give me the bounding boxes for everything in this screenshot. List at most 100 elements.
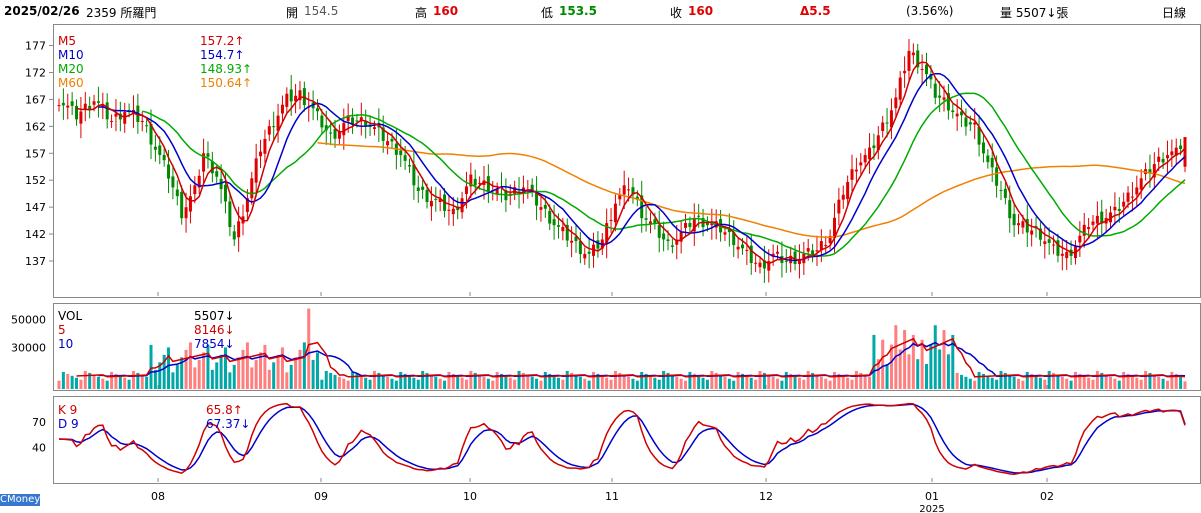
price-tick-label: 177 [25,40,46,53]
candle-body [1003,188,1007,198]
volume-bar [263,344,267,389]
candle-body [280,104,284,114]
volume-bar [1130,375,1134,389]
volume-bar [960,374,964,389]
volume-bar [285,372,289,389]
open-label: 開 [286,6,299,20]
volume-bar [600,375,604,389]
volume-bar [548,373,552,389]
price-tick-label: 137 [25,255,46,268]
volume-bar [824,378,828,389]
volume-bar [329,372,333,389]
volume-bar [175,364,179,389]
volume-bar [719,374,723,389]
candle-body [850,169,854,180]
candle-body [964,117,968,127]
volume-bar [929,344,933,389]
volume-bar [364,377,368,389]
candle-body [898,77,902,100]
candle-body [1012,213,1016,226]
volume-bar [885,364,889,389]
volume-bar [110,371,114,389]
high-value: 160 [433,4,459,18]
volume-bar [561,379,565,389]
volume-bar [416,379,420,389]
candle-body [272,126,276,128]
volume-bar [280,347,284,389]
volume-bar [1087,377,1091,389]
candle-body [390,138,394,142]
candle-body [653,219,657,224]
candle-body [1095,215,1099,224]
volume-bar [447,371,451,389]
volume-bar [868,376,872,389]
volume-bar [438,378,442,389]
candle-body [315,108,319,112]
candle-body [1025,219,1029,233]
volume-bar [443,380,447,389]
volume-bar [859,372,863,389]
candle-body [986,155,990,163]
volume-bar [394,380,398,389]
candle-body [815,250,819,252]
volume-bar [583,378,587,389]
candle-body [96,101,100,103]
volume-bar [802,379,806,389]
candle-body [1139,178,1143,190]
volume-bar [140,374,144,389]
volume-bar [355,373,359,389]
volume-bar [631,378,635,389]
volume-bar [1174,373,1178,389]
candle-body [333,129,337,139]
volume-bar [675,376,679,389]
volume-bar [727,378,731,389]
brand-logo: CMoney [0,494,41,506]
period-label[interactable]: 日線 [1162,6,1187,20]
volume-bar [1109,376,1113,389]
candle-body [570,240,574,243]
volume-bar [697,375,701,389]
candle-body [478,182,482,184]
volume-bar [232,364,236,389]
volume-bar [916,359,920,389]
volume-bar [197,359,201,389]
volume-bar [517,370,521,389]
volume-value: 量 5507↓張 [1000,6,1069,20]
candle-body [1030,230,1034,235]
candle-body [324,125,328,131]
candle-body [162,154,166,161]
candle-body [723,232,727,235]
candle-body [548,210,552,224]
volume-bar [96,376,100,389]
candle-body [254,158,258,183]
candle-body [1065,251,1069,259]
candle-body [1117,209,1121,211]
candle-body [552,219,556,226]
candle-body [749,245,753,263]
candle-body [145,125,149,127]
volume-bar [215,362,219,389]
volume-bar [736,371,740,389]
candle-body [863,154,867,163]
legend-d: D 9 67.37↓ [58,417,251,431]
candle-body [1060,253,1064,256]
volume-bar [495,371,499,389]
volume-bar [1126,373,1130,389]
candle-body [881,122,885,132]
ma5-line [76,61,1186,265]
candle-body [631,187,635,195]
candle-body [644,218,648,220]
volume-bar [302,342,306,389]
volume-bar [1073,371,1077,389]
candle-body [613,203,617,223]
volume-bar [408,375,412,389]
volume-bar [162,354,166,389]
volume-bar [977,371,981,389]
volume-bar [1148,372,1152,389]
volume-bar [942,330,946,389]
candle-body [596,240,600,249]
candle-body [346,115,350,121]
candle-body [92,101,96,105]
candle-body [1170,151,1174,156]
